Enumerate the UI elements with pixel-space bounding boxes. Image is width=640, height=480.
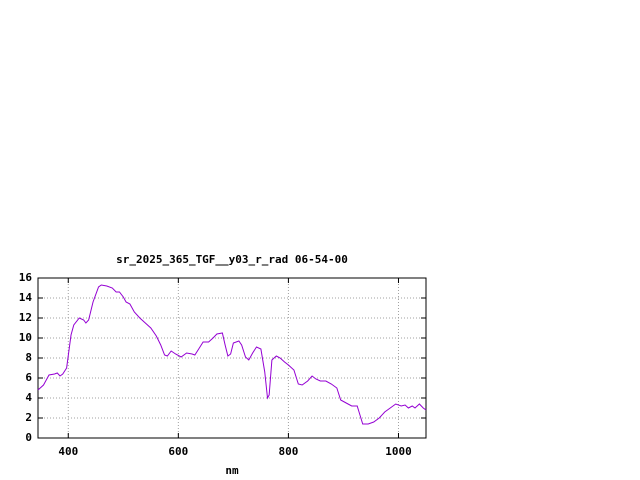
y-tick-label: 0 <box>25 431 32 444</box>
plot-border <box>37 277 427 439</box>
y-tick-label: 10 <box>19 331 32 344</box>
x-axis-label: nm <box>225 464 239 477</box>
x-tick-label: 1000 <box>385 445 412 458</box>
y-tick-label: 6 <box>25 371 32 384</box>
data-line <box>37 284 427 425</box>
x-tick-label: 400 <box>58 445 78 458</box>
y-tick-label: 12 <box>19 311 32 324</box>
y-tick-label: 4 <box>25 391 32 404</box>
y-tick-label: 16 <box>19 271 33 284</box>
x-tick-label: 800 <box>278 445 298 458</box>
y-tick-label: 2 <box>25 411 32 424</box>
y-tick-label: 14 <box>19 291 33 304</box>
x-tick-label: 600 <box>168 445 188 458</box>
y-tick-label: 8 <box>25 351 32 364</box>
chart-title: sr_2025_365_TGF__y03_r_rad 06-54-00 <box>116 253 348 266</box>
